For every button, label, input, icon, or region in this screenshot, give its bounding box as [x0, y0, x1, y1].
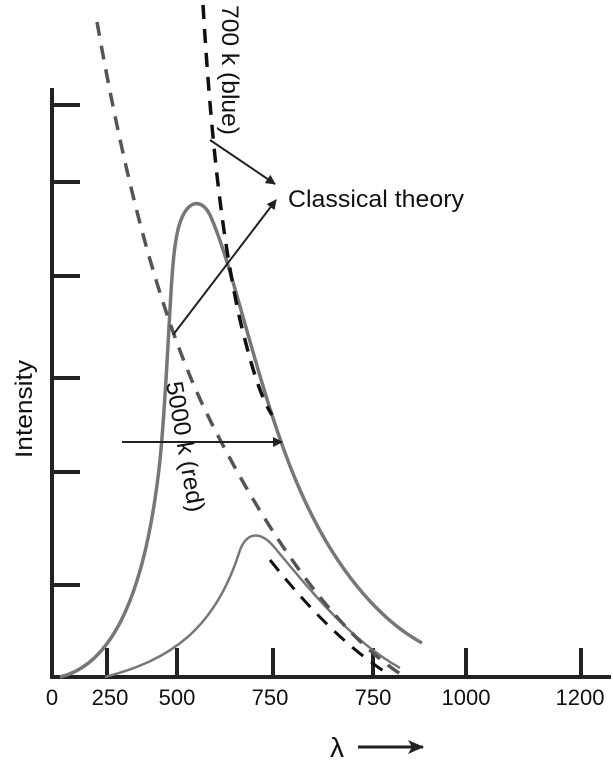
x-axis-label: λ — [330, 732, 344, 763]
classical-curve-red — [95, 21, 406, 679]
x-tick-label: 500 — [159, 685, 196, 710]
x-tick-label: 0 — [46, 685, 58, 710]
x-tick-labels: 0 250 500 750 750 1000 1200 — [46, 685, 605, 710]
x-tick-label: 250 — [92, 685, 129, 710]
y-ticks — [52, 103, 80, 587]
blue-label: 700 k (blue) — [216, 5, 243, 135]
x-ticks — [105, 648, 583, 677]
arrow — [172, 199, 277, 336]
x-tick-label: 1200 — [556, 685, 605, 710]
curve-5000k — [59, 201, 423, 679]
y-axis-label: Intensity — [11, 360, 38, 458]
x-tick-label: 750 — [252, 685, 289, 710]
curve-700k — [104, 534, 401, 679]
classical-curve-tail — [268, 559, 386, 674]
arrow — [209, 139, 276, 185]
red-label: 5000 k (red) — [160, 379, 210, 514]
classical-curve-blue — [201, 4, 274, 416]
x-tick-label: 750 — [355, 685, 392, 710]
x-tick-label: 1000 — [442, 685, 491, 710]
classical-label: Classical theory — [288, 186, 464, 213]
